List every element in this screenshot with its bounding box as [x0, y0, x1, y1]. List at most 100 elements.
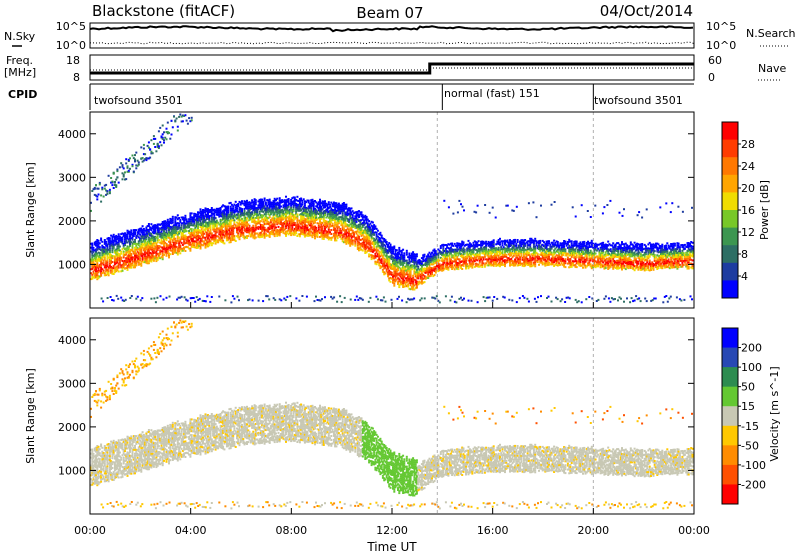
power-cell [574, 256, 577, 259]
power-cell [344, 231, 347, 234]
power-cell [224, 213, 227, 216]
power-cell [244, 220, 247, 223]
power-cell [504, 265, 506, 268]
power-cell [540, 248, 543, 251]
power-cell [495, 264, 498, 267]
power-cell [120, 266, 123, 269]
power-cell [93, 272, 96, 275]
power-cell [414, 257, 417, 260]
power-cell [184, 230, 187, 233]
power-cell [159, 233, 162, 236]
power-cell [568, 248, 571, 251]
power-cell [413, 270, 416, 273]
power-cell [298, 219, 301, 222]
power-cell [144, 239, 147, 242]
power-cell [530, 257, 533, 260]
power-cell [341, 216, 344, 219]
power-cell [525, 253, 528, 256]
power-cell [414, 261, 417, 264]
power-cell [243, 208, 246, 210]
power-cell [180, 238, 183, 240]
power-cell [559, 259, 562, 262]
power-cell [550, 259, 553, 262]
power-cell [108, 237, 111, 240]
power-cell [132, 229, 135, 232]
power-cell [126, 233, 129, 236]
power-cell [322, 234, 325, 237]
power-cell [337, 216, 340, 219]
power-cell [447, 262, 450, 265]
power-cell [509, 241, 511, 244]
power-cell [229, 227, 232, 230]
power-cell [517, 252, 520, 255]
power-cell [205, 243, 208, 246]
power-cell [492, 258, 495, 261]
power-cell [126, 235, 129, 238]
power-cell [524, 239, 527, 241]
power-cell [427, 253, 430, 256]
power-cell [365, 218, 368, 220]
power-cell [514, 240, 517, 243]
power-cell [276, 197, 279, 200]
power-cell [165, 237, 168, 240]
power-cell [514, 248, 517, 251]
power-cell [392, 262, 394, 265]
power-cell [165, 252, 168, 255]
power-cell [554, 255, 557, 258]
power-cell [136, 246, 139, 249]
power-cell [212, 236, 215, 239]
power-cell [163, 234, 165, 237]
power-cell [388, 242, 391, 245]
power-cell [220, 205, 223, 208]
power-cell [152, 224, 155, 227]
power-cell [376, 245, 379, 248]
power-cell [126, 229, 129, 232]
power-cell [229, 201, 232, 204]
power-cell [121, 267, 124, 270]
power-cell [214, 217, 217, 220]
power-cell [495, 260, 498, 263]
cpid-segment-3: twofsound 3501 [594, 94, 683, 107]
power-cell [232, 215, 235, 218]
power-cell [224, 205, 227, 208]
power-cell [472, 245, 475, 248]
power-cell [465, 259, 467, 262]
power-cell [100, 239, 103, 242]
power-cell [181, 236, 184, 238]
power-cell [415, 253, 418, 256]
power-cell [555, 262, 558, 264]
power-cell [452, 256, 455, 259]
power-cell [135, 252, 138, 255]
power-cell [465, 255, 467, 258]
power-cell [349, 223, 352, 226]
power-cell [228, 231, 231, 234]
power-cell [178, 224, 181, 227]
power-cell [569, 240, 572, 243]
power-cell [453, 254, 456, 257]
power-cell [113, 269, 116, 272]
power-cell [418, 262, 421, 265]
power-cell [122, 266, 125, 269]
power-cell [137, 240, 140, 243]
power-cell [414, 279, 417, 282]
power-cell [130, 231, 133, 234]
power-cell [322, 212, 325, 215]
power-cell [422, 277, 425, 280]
power-cell [224, 219, 227, 222]
power-cell [95, 264, 97, 267]
power-cell [239, 233, 242, 235]
power-cell [283, 199, 286, 202]
power-cell [502, 240, 505, 243]
power-cell [514, 252, 517, 255]
power-cell [242, 235, 245, 238]
power-cell [348, 232, 350, 235]
power-cell [202, 212, 204, 215]
power-cell [449, 258, 452, 261]
power-cell [573, 244, 576, 247]
power-cell [160, 222, 163, 225]
power-cell [335, 215, 338, 218]
power-cell [321, 235, 324, 238]
power-cell [560, 256, 563, 259]
power-cell [492, 241, 495, 244]
power-cell [95, 244, 97, 247]
